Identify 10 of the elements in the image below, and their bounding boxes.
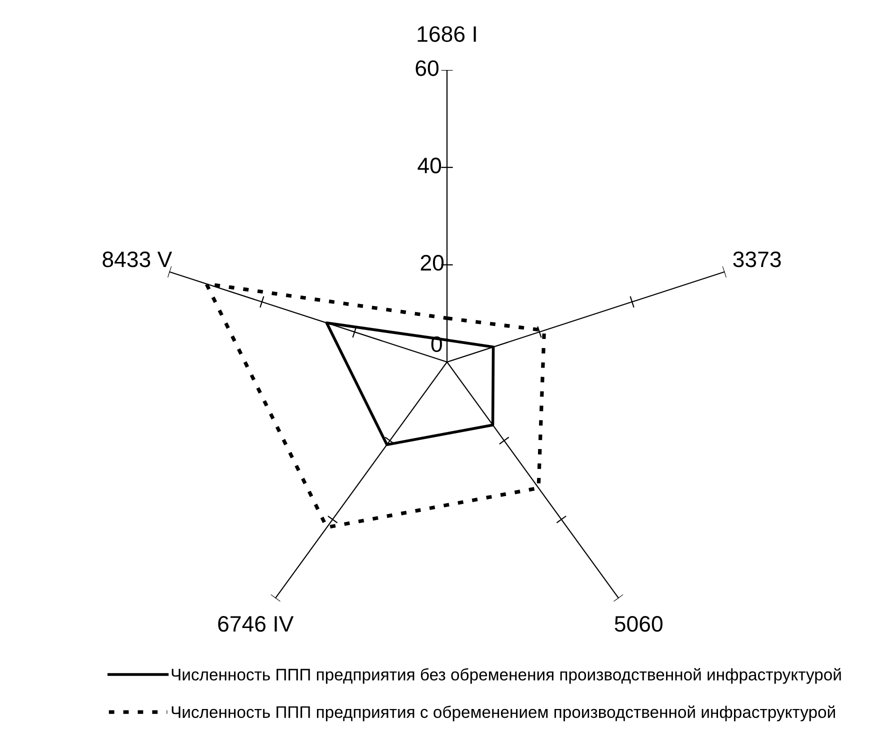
spoke-label: 6746 IV [218, 616, 294, 632]
legend-label: Численность ППП предприятия с обременением производственной инфраструктурой [172, 705, 835, 722]
y-tick-label: 40 [418, 158, 442, 174]
y-tick-label: 60 [416, 60, 438, 76]
y-tick-label: 20 [420, 254, 444, 271]
spoke-label: 8433 V [102, 251, 172, 268]
spoke-label: 3373 [733, 251, 781, 268]
spoke-label: 5060 [614, 616, 662, 632]
spoke-label: 1686 I [418, 26, 476, 42]
legend-label: Численность ППП предприятия без обременения производственной инфраструктурой [172, 668, 841, 684]
